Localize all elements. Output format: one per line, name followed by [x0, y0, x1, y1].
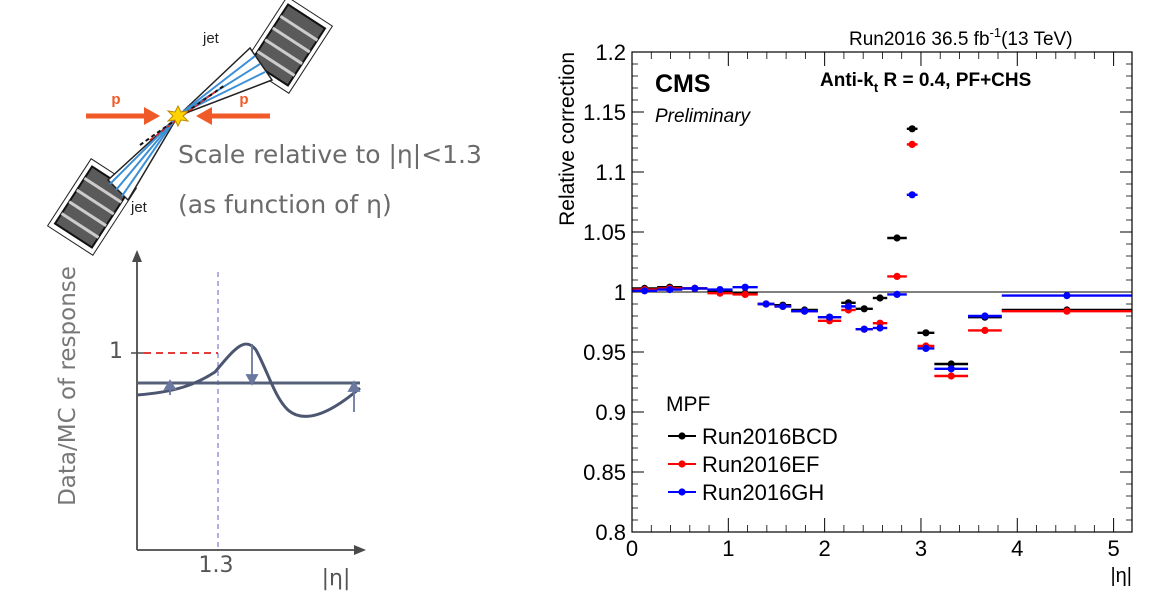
data-point: [741, 290, 749, 298]
proton-arrow-right-icon: [196, 107, 270, 125]
legend-entry: Run2016BCD: [668, 424, 838, 449]
data-point: [741, 283, 749, 291]
plot-frame: [631, 51, 1133, 533]
data-point: [893, 290, 901, 298]
data-point: [908, 191, 916, 199]
x-tick-label: 2: [819, 536, 831, 561]
data-point: [981, 326, 989, 334]
sketch-response-curve: [136, 342, 361, 418]
experiment-label: CMS: [655, 70, 711, 98]
y-tick-label: 0.9: [595, 400, 626, 425]
data-point: [893, 272, 901, 280]
data-point: [981, 312, 989, 320]
caption-line-1: Scale relative to |η|<1.3: [178, 140, 482, 169]
data-point: [876, 294, 884, 302]
series-Run2016GH: [632, 191, 1132, 373]
data-point: [860, 305, 868, 313]
plot-series: [632, 125, 1132, 380]
y-tick-label: 0.8: [595, 520, 626, 545]
legend-entry: Run2016EF: [668, 452, 819, 477]
cms-plot: 0.8 0.85 0.9 0.95 1 1.05 1.1 1.15 1.2 0 1 2 3 4 5 Run…: [556, 25, 1133, 587]
y-tick-label: 1.15: [583, 100, 626, 125]
data-point: [800, 307, 809, 315]
data-point: [762, 300, 770, 308]
legend-title: MPF: [666, 393, 710, 416]
y-tick-label: 1.05: [583, 220, 626, 245]
data-point: [922, 344, 930, 352]
jet-cone-bottom: [106, 115, 179, 202]
data-point: [1063, 292, 1071, 300]
proton-label-left: p: [111, 91, 120, 108]
jet-label-bottom: jet: [130, 199, 148, 216]
x-tick-labels: 0 1 2 3 4 5: [626, 536, 1120, 561]
sketch-y-label: Data/MC of response: [55, 266, 81, 506]
detector-schematic: p p jet jet: [46, 0, 334, 256]
x-tick-label: 0: [626, 536, 638, 561]
algorithm-label: Anti-kt R = 0.4, PF+CHS: [820, 70, 1031, 95]
legend-swatch-marker: [678, 432, 686, 440]
data-point: [876, 324, 884, 332]
data-point: [893, 234, 901, 242]
detector-block-top: [242, 0, 334, 94]
status-label: Preliminary: [655, 106, 752, 127]
detector-block-bottom: [46, 158, 138, 256]
sketch-shift-arrows: [163, 344, 361, 412]
sketch-y-arrow-icon: [132, 250, 142, 262]
x-tick-label: 5: [1107, 536, 1119, 561]
y-tick-labels: 0.8 0.85 0.9 0.95 1 1.05 1.1 1.15 1.2: [583, 40, 626, 545]
data-point: [908, 125, 916, 133]
legend-swatch-marker: [678, 488, 686, 496]
sketch-y-tick-label: 1: [109, 339, 123, 364]
legend-label: Run2016EF: [702, 452, 819, 477]
legend-label: Run2016GH: [702, 480, 824, 505]
sketch-x-label: |η|: [322, 566, 351, 591]
data-point: [844, 302, 853, 310]
data-point: [947, 372, 955, 380]
data-point: [922, 329, 930, 337]
sketch-x-tick-label: 1.3: [199, 553, 234, 578]
x-tick-label: 3: [915, 536, 927, 561]
legend-swatch-marker: [678, 460, 686, 468]
collision-star-icon: [166, 104, 190, 128]
y-tick-label: 1: [614, 280, 626, 305]
legend-entry: Run2016GH: [668, 480, 824, 505]
y-tick-label: 0.95: [583, 340, 626, 365]
x-tick-label: 4: [1011, 536, 1023, 561]
response-sketch: 1 1.3 |η| Data/MC of response: [55, 250, 366, 591]
y-tick-label: 1.2: [595, 40, 626, 65]
caption-line-2: (as function of η): [178, 190, 392, 219]
series-Run2016EF: [632, 140, 1132, 380]
data-point: [947, 365, 955, 373]
legend: MPF Run2016BCD Run2016EF Run2016GH: [666, 393, 838, 505]
data-point: [666, 286, 674, 294]
data-point: [640, 287, 649, 295]
data-point: [691, 284, 699, 292]
data-point: [1063, 307, 1071, 315]
data-point: [779, 302, 787, 310]
x-axis-label: |η|: [1110, 565, 1132, 587]
sketch-x-arrow-icon: [354, 545, 366, 555]
y-tick-label: 1.1: [595, 160, 626, 185]
data-point: [825, 313, 834, 321]
proton-arrow-left-icon: [86, 107, 160, 125]
data-point: [908, 140, 916, 148]
plot-header: Run2016 36.5 fb-1(13 TeV): [849, 25, 1073, 50]
data-point: [860, 325, 868, 333]
series-Run2016BCD: [632, 125, 1132, 368]
x-tick-label: 1: [722, 536, 734, 561]
y-tick-label: 0.85: [583, 460, 626, 485]
legend-label: Run2016BCD: [702, 424, 838, 449]
jet-label-top: jet: [202, 30, 220, 47]
data-point: [716, 286, 724, 294]
proton-label-right: p: [239, 91, 248, 108]
jet-cone-top: [177, 46, 274, 117]
y-axis-label: Relative correction: [556, 52, 579, 226]
